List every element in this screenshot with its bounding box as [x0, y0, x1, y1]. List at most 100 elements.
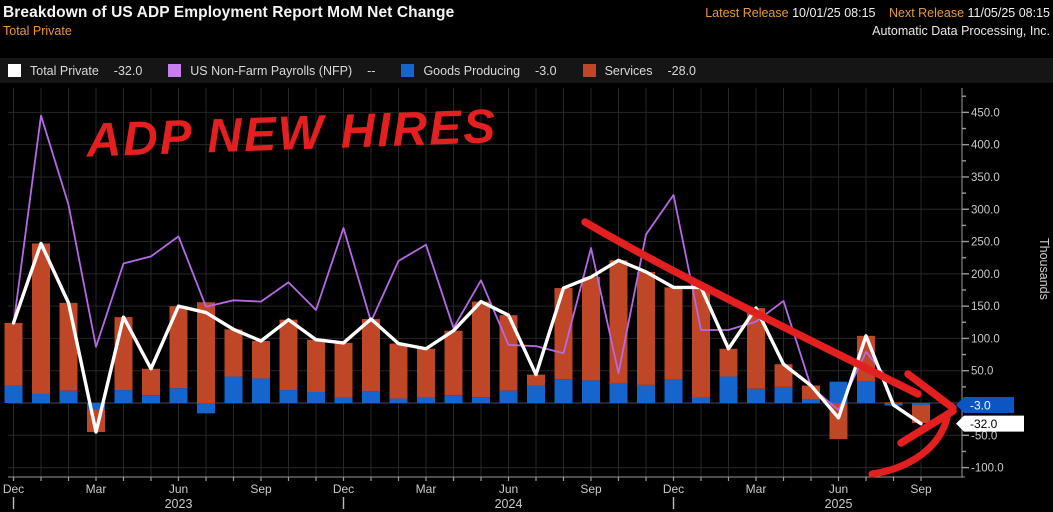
bar-goods [554, 379, 573, 403]
bar-services [692, 287, 710, 398]
bar-goods [472, 397, 490, 403]
bar-services [582, 277, 600, 381]
legend-label: Total Private [30, 63, 99, 78]
x-tick-label: Jun [169, 482, 188, 496]
latest-release-value: 10/01/25 08:15 [792, 6, 876, 20]
x-tick-label: Sep [580, 482, 602, 496]
last-value-badge-text: -32.0 [970, 417, 998, 431]
total-private-swatch-icon [8, 64, 21, 77]
bar-services [609, 260, 628, 383]
chart-legend: Total Private -32.0 US Non-Farm Payrolls… [0, 58, 1053, 83]
bar-services [169, 306, 188, 389]
bar-goods [59, 390, 78, 403]
x-tick-label: Dec [663, 482, 684, 496]
next-release-value: 11/05/25 08:15 [967, 6, 1050, 20]
bar-goods [444, 395, 463, 403]
bar-goods [169, 388, 188, 403]
bar-goods [692, 397, 710, 403]
x-tick-label: Dec [3, 482, 24, 496]
bar-goods [114, 390, 133, 403]
bar-goods [197, 403, 215, 414]
bar-services [389, 343, 408, 399]
last-value-badge-text: -3.0 [970, 398, 991, 412]
annotation-text: ADP NEW HIRES [85, 100, 499, 167]
annotation-arrow-curl [868, 414, 951, 478]
y-axis-title: Thousands [1037, 238, 1051, 300]
total-private-line [11, 241, 923, 434]
bar-goods [857, 381, 875, 403]
legend-label: Goods Producing [423, 63, 521, 78]
bar-goods [252, 378, 270, 403]
bar-services [472, 301, 490, 398]
bar-goods [829, 381, 848, 403]
legend-value: -3.0 [535, 63, 557, 78]
bar-services [747, 308, 765, 389]
bar-services [362, 319, 380, 392]
bar-goods [664, 379, 683, 403]
release-info: Latest Release 10/01/25 08:15 Next Relea… [705, 6, 1050, 20]
vertical-gridlines [13, 88, 922, 477]
legend-label: Services [604, 63, 653, 78]
bar-goods [334, 397, 353, 403]
bar-services [59, 302, 78, 391]
bar-goods [527, 385, 545, 403]
annotation-arrow-shaft [581, 218, 922, 398]
annotation-arrowhead [904, 370, 957, 412]
legend-label: US Non-Farm Payrolls (NFP) [190, 63, 353, 78]
page-title: Breakdown of US ADP Employment Report Mo… [3, 4, 455, 21]
chart-subtitle: Total Private [3, 24, 72, 38]
legend-item-nfp[interactable]: US Non-Farm Payrolls (NFP) -- [168, 64, 375, 78]
bar-goods [912, 403, 930, 405]
x-tick-label: Mar [746, 482, 767, 496]
bar-services [774, 364, 793, 387]
bar-goods [389, 398, 408, 403]
hand-annotation: ADP NEW HIRES [85, 100, 957, 478]
y-tick-label: 100.0 [971, 333, 1000, 345]
last-value-badge [956, 396, 1014, 413]
bar-services [912, 404, 930, 424]
bar-goods [32, 393, 50, 403]
bar-services [417, 348, 435, 398]
bar-goods [307, 392, 325, 403]
y-tick-label: -50.0 [971, 430, 997, 442]
bar-goods [582, 380, 600, 403]
y-tick-label: -100.0 [971, 463, 1004, 475]
y-tick-label: 250.0 [971, 237, 1000, 249]
legend-item-services[interactable]: Services -28.0 [582, 63, 696, 78]
y-tick-label: 50.0 [971, 366, 993, 378]
bar-services [307, 339, 325, 393]
bar-services [252, 341, 270, 379]
bar-goods [4, 385, 23, 403]
x-tick-label: Jun [499, 482, 518, 496]
y-tick-label: 150.0 [971, 301, 1000, 313]
x-year-label: 2025 [825, 497, 853, 511]
x-tick-label: Mar [86, 482, 107, 496]
stacked-bars [4, 243, 930, 440]
legend-item-total-private[interactable]: Total Private -32.0 [8, 64, 142, 78]
bar-goods [499, 390, 518, 403]
legend-value: -32.0 [113, 63, 143, 78]
bar-goods [747, 388, 765, 403]
x-tick-label: Jun [829, 482, 848, 496]
bar-services [32, 243, 50, 394]
bar-goods [637, 384, 655, 403]
legend-value: -- [367, 63, 376, 78]
bar-services [444, 330, 463, 396]
x-year-label: 2023 [165, 497, 193, 511]
y-axis: 450.0 400.0 350.0 300.0 250.0 200.0 150.0 100.0… [961, 88, 1051, 477]
bar-services [197, 302, 215, 403]
goods-producing-swatch-icon [401, 64, 415, 77]
x-axis: Dec Mar Jun Sep Dec Mar Jun Sep Dec Mar Jun Sep 2023… [3, 476, 965, 511]
services-swatch-icon [582, 64, 596, 77]
company-name: Automatic Data Processing, Inc. [872, 24, 1050, 38]
x-tick-label: Sep [910, 482, 932, 496]
bar-services [224, 329, 243, 377]
bar-goods [142, 395, 160, 403]
x-year-label: 2024 [495, 497, 523, 511]
bar-services [554, 288, 573, 380]
legend-item-goods-producing[interactable]: Goods Producing -3.0 [401, 63, 557, 78]
bar-goods [279, 390, 298, 403]
bar-services [4, 322, 23, 386]
